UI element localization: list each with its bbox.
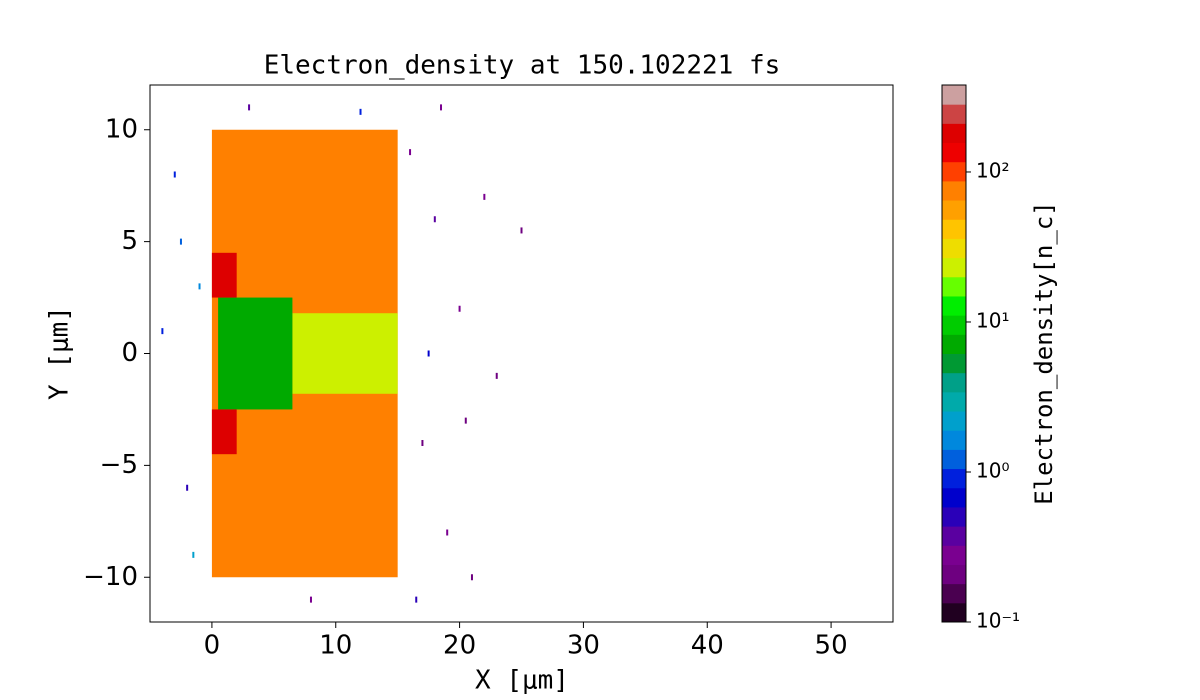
colorbar-band xyxy=(942,583,966,604)
particle xyxy=(427,350,430,357)
colorbar-band xyxy=(942,526,966,546)
density-region xyxy=(292,313,398,394)
colorbar-band xyxy=(942,142,966,163)
colorbar-band xyxy=(942,487,966,508)
colorbar-band xyxy=(942,238,966,259)
x-axis-label: X [μm] xyxy=(475,666,569,696)
colorbar-band xyxy=(942,372,966,393)
particle xyxy=(409,149,412,156)
particle xyxy=(198,283,201,290)
particle xyxy=(464,417,467,424)
colorbar-band xyxy=(942,315,966,335)
x-tick-label: 20 xyxy=(443,631,476,661)
colorbar-band xyxy=(942,295,966,316)
particle xyxy=(433,216,436,223)
particle xyxy=(248,104,251,111)
colorbar-tick-label: 10¹ xyxy=(976,308,1009,332)
colorbar-band xyxy=(942,334,966,354)
colorbar-band xyxy=(942,564,966,585)
density-region xyxy=(211,252,237,298)
y-tick-label: 10 xyxy=(105,114,138,144)
particle xyxy=(458,305,461,312)
colorbar-band xyxy=(942,353,966,374)
colorbar-band xyxy=(942,104,966,124)
colorbar-band xyxy=(942,506,966,527)
colorbar-band xyxy=(942,449,966,470)
particle xyxy=(186,484,189,491)
colorbar-band xyxy=(942,161,966,182)
particle xyxy=(415,596,418,603)
particle xyxy=(161,328,164,335)
density-region xyxy=(211,409,237,455)
x-tick-label: 10 xyxy=(319,631,352,661)
particle xyxy=(421,440,424,446)
particle xyxy=(470,574,473,581)
colorbar-band xyxy=(942,180,966,201)
colorbar-band xyxy=(942,219,966,239)
y-tick-label: −10 xyxy=(83,562,138,592)
x-tick-label: 0 xyxy=(204,631,221,661)
x-tick-label: 50 xyxy=(815,631,848,661)
particle xyxy=(192,551,195,558)
colorbar-band xyxy=(942,85,966,105)
particle xyxy=(309,596,312,603)
colorbar-band xyxy=(942,200,966,220)
y-axis-label: Y [μm] xyxy=(45,306,75,400)
particle xyxy=(359,108,362,115)
particle xyxy=(179,238,182,245)
particle xyxy=(520,227,523,234)
colorbar-tick-label: 10⁻¹ xyxy=(976,609,1020,633)
colorbar-frame xyxy=(941,84,967,623)
particle xyxy=(483,193,486,200)
colorbar-tick-label: 10² xyxy=(976,158,1009,182)
particle xyxy=(173,171,176,178)
colorbar-band xyxy=(942,602,966,623)
colorbar-band xyxy=(942,257,966,278)
density-region xyxy=(218,297,293,410)
colorbar-band xyxy=(942,123,966,144)
colorbar-band xyxy=(942,430,966,450)
colorbar-tick-label: 10⁰ xyxy=(976,458,1009,482)
y-tick-label: 5 xyxy=(121,226,138,256)
x-tick-label: 40 xyxy=(691,631,724,661)
colorbar-band xyxy=(942,545,966,565)
colorbar-band xyxy=(942,468,966,489)
y-tick-label: −5 xyxy=(100,450,138,480)
particle xyxy=(440,104,443,111)
colorbar-band xyxy=(942,411,966,431)
chart-title: Electron_density at 150.102221 fs xyxy=(264,51,781,81)
x-tick-label: 30 xyxy=(567,631,600,661)
colorbar-band xyxy=(942,391,966,412)
particle xyxy=(495,372,498,379)
particle xyxy=(446,529,449,536)
colorbar-band xyxy=(942,276,966,297)
y-tick-label: 0 xyxy=(121,338,138,368)
colorbar-label: Electron_density[n_c] xyxy=(1030,201,1058,504)
